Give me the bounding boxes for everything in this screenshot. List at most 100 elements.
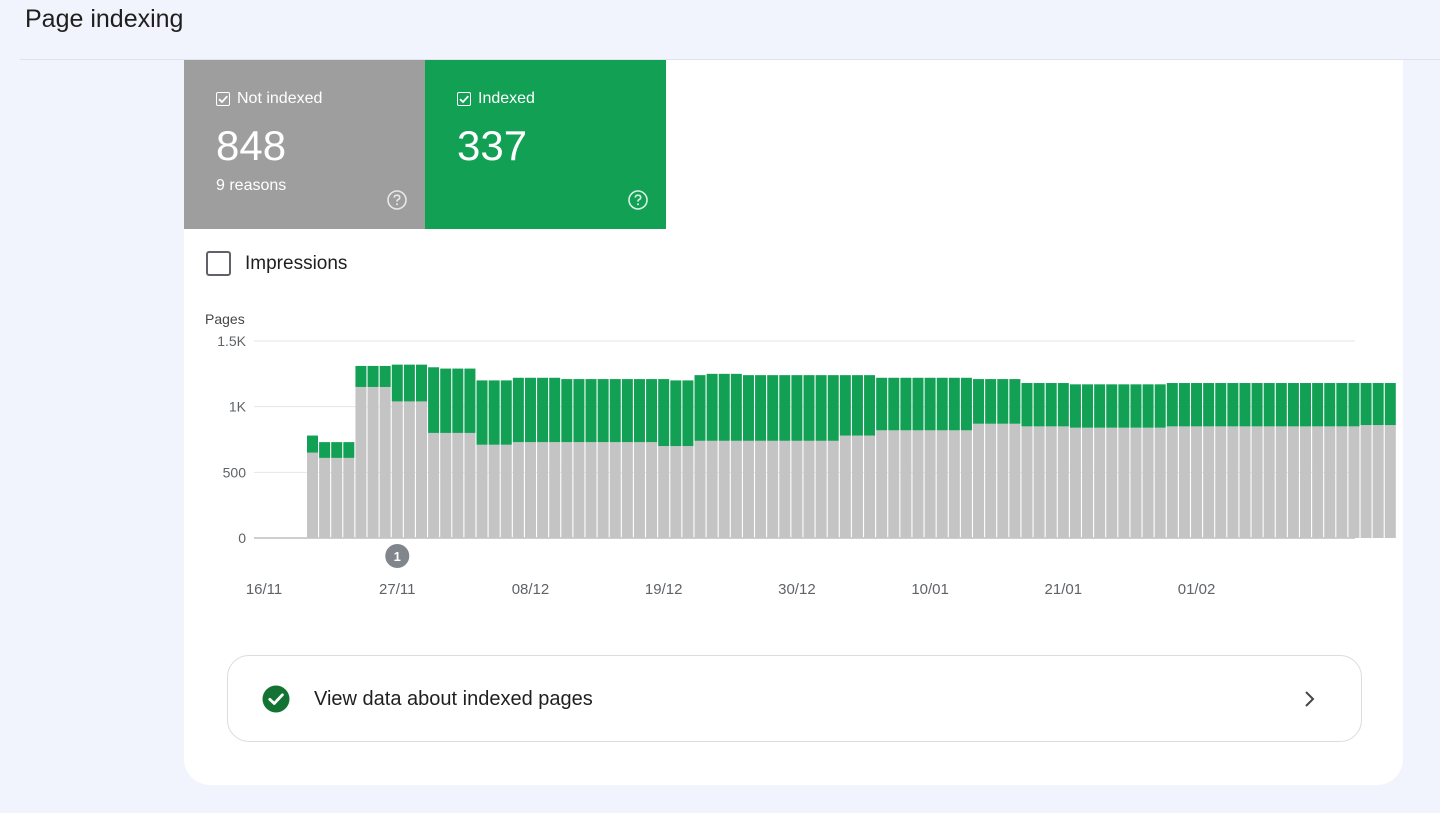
bar-not-indexed[interactable] — [319, 457, 331, 538]
bar-indexed[interactable] — [379, 365, 391, 387]
bar-indexed[interactable] — [537, 377, 549, 443]
bar-indexed[interactable] — [1251, 383, 1263, 427]
bar-indexed[interactable] — [839, 375, 851, 436]
bar-indexed[interactable] — [500, 380, 512, 445]
bar-indexed[interactable] — [924, 377, 936, 431]
bar-not-indexed[interactable] — [1203, 426, 1215, 538]
bar-not-indexed[interactable] — [985, 423, 997, 538]
bar-not-indexed[interactable] — [767, 440, 779, 538]
bar-not-indexed[interactable] — [682, 446, 694, 538]
bar-not-indexed[interactable] — [1372, 425, 1384, 538]
bar-not-indexed[interactable] — [670, 446, 682, 538]
bar-not-indexed[interactable] — [742, 440, 754, 538]
bar-not-indexed[interactable] — [1106, 427, 1118, 538]
bar-indexed[interactable] — [997, 379, 1009, 424]
bar-not-indexed[interactable] — [367, 386, 379, 538]
bar-indexed[interactable] — [888, 377, 900, 431]
bar-not-indexed[interactable] — [343, 457, 355, 538]
bar-not-indexed[interactable] — [597, 442, 609, 538]
bar-indexed[interactable] — [1191, 383, 1203, 427]
bar-indexed[interactable] — [1106, 384, 1118, 428]
bar-indexed[interactable] — [827, 375, 839, 441]
bar-indexed[interactable] — [391, 364, 403, 402]
bar-indexed[interactable] — [1336, 383, 1348, 427]
bar-not-indexed[interactable] — [1178, 426, 1190, 538]
bar-not-indexed[interactable] — [1118, 427, 1130, 538]
bar-indexed[interactable] — [791, 375, 803, 441]
bar-not-indexed[interactable] — [1227, 426, 1239, 538]
bar-not-indexed[interactable] — [876, 430, 888, 538]
bar-indexed[interactable] — [452, 368, 464, 433]
bar-not-indexed[interactable] — [791, 440, 803, 538]
bar-indexed[interactable] — [355, 365, 367, 387]
bar-not-indexed[interactable] — [585, 442, 597, 538]
bar-indexed[interactable] — [561, 379, 573, 443]
bar-not-indexed[interactable] — [355, 386, 367, 538]
bar-not-indexed[interactable] — [1142, 427, 1154, 538]
bar-not-indexed[interactable] — [488, 444, 500, 538]
bar-indexed[interactable] — [973, 379, 985, 424]
bar-not-indexed[interactable] — [1215, 426, 1227, 538]
bar-not-indexed[interactable] — [658, 446, 670, 538]
bar-not-indexed[interactable] — [1191, 426, 1203, 538]
bar-not-indexed[interactable] — [839, 435, 851, 538]
bar-indexed[interactable] — [331, 442, 343, 458]
bar-indexed[interactable] — [803, 375, 815, 441]
bar-indexed[interactable] — [1372, 383, 1384, 426]
bar-indexed[interactable] — [767, 375, 779, 441]
bar-not-indexed[interactable] — [960, 430, 972, 538]
bar-indexed[interactable] — [585, 379, 597, 443]
bar-not-indexed[interactable] — [948, 430, 960, 538]
bar-indexed[interactable] — [1203, 383, 1215, 427]
bar-indexed[interactable] — [1033, 383, 1045, 427]
bar-not-indexed[interactable] — [1057, 426, 1069, 538]
bar-indexed[interactable] — [985, 379, 997, 424]
bar-not-indexed[interactable] — [464, 432, 476, 538]
bar-not-indexed[interactable] — [1312, 426, 1324, 538]
bar-indexed[interactable] — [1069, 384, 1081, 428]
help-icon[interactable] — [386, 189, 408, 211]
bar-not-indexed[interactable] — [452, 432, 464, 538]
bar-indexed[interactable] — [755, 375, 767, 441]
bar-not-indexed[interactable] — [779, 440, 791, 538]
bar-indexed[interactable] — [948, 377, 960, 431]
bar-not-indexed[interactable] — [549, 442, 561, 538]
bar-not-indexed[interactable] — [1130, 427, 1142, 538]
bar-indexed[interactable] — [415, 364, 427, 402]
bar-indexed[interactable] — [343, 442, 355, 458]
bar-indexed[interactable] — [1384, 383, 1396, 426]
bar-not-indexed[interactable] — [1082, 427, 1094, 538]
bar-not-indexed[interactable] — [1275, 426, 1287, 538]
bar-not-indexed[interactable] — [633, 442, 645, 538]
bar-not-indexed[interactable] — [1009, 423, 1021, 538]
bar-indexed[interactable] — [646, 379, 658, 443]
bar-indexed[interactable] — [1094, 384, 1106, 428]
bar-indexed[interactable] — [1118, 384, 1130, 428]
bar-indexed[interactable] — [1348, 383, 1360, 427]
bar-not-indexed[interactable] — [694, 440, 706, 538]
bar-indexed[interactable] — [524, 377, 536, 443]
bar-indexed[interactable] — [815, 375, 827, 441]
bar-indexed[interactable] — [1324, 383, 1336, 427]
bar-indexed[interactable] — [464, 368, 476, 433]
bar-not-indexed[interactable] — [379, 386, 391, 538]
bar-indexed[interactable] — [900, 377, 912, 431]
bar-indexed[interactable] — [1360, 383, 1372, 426]
bar-not-indexed[interactable] — [1251, 426, 1263, 538]
bar-indexed[interactable] — [512, 377, 524, 443]
bar-not-indexed[interactable] — [1324, 426, 1336, 538]
bar-indexed[interactable] — [609, 379, 621, 443]
bar-indexed[interactable] — [319, 442, 331, 458]
not-indexed-tile[interactable]: Not indexed 848 9 reasons — [184, 60, 425, 229]
bar-indexed[interactable] — [730, 373, 742, 441]
bar-indexed[interactable] — [706, 373, 718, 441]
bar-indexed[interactable] — [1275, 383, 1287, 427]
bar-not-indexed[interactable] — [1033, 426, 1045, 538]
bar-not-indexed[interactable] — [391, 401, 403, 538]
bar-not-indexed[interactable] — [573, 442, 585, 538]
bar-indexed[interactable] — [476, 380, 488, 445]
bar-not-indexed[interactable] — [718, 440, 730, 538]
bar-not-indexed[interactable] — [1069, 427, 1081, 538]
bar-not-indexed[interactable] — [428, 432, 440, 538]
bar-indexed[interactable] — [1045, 383, 1057, 427]
